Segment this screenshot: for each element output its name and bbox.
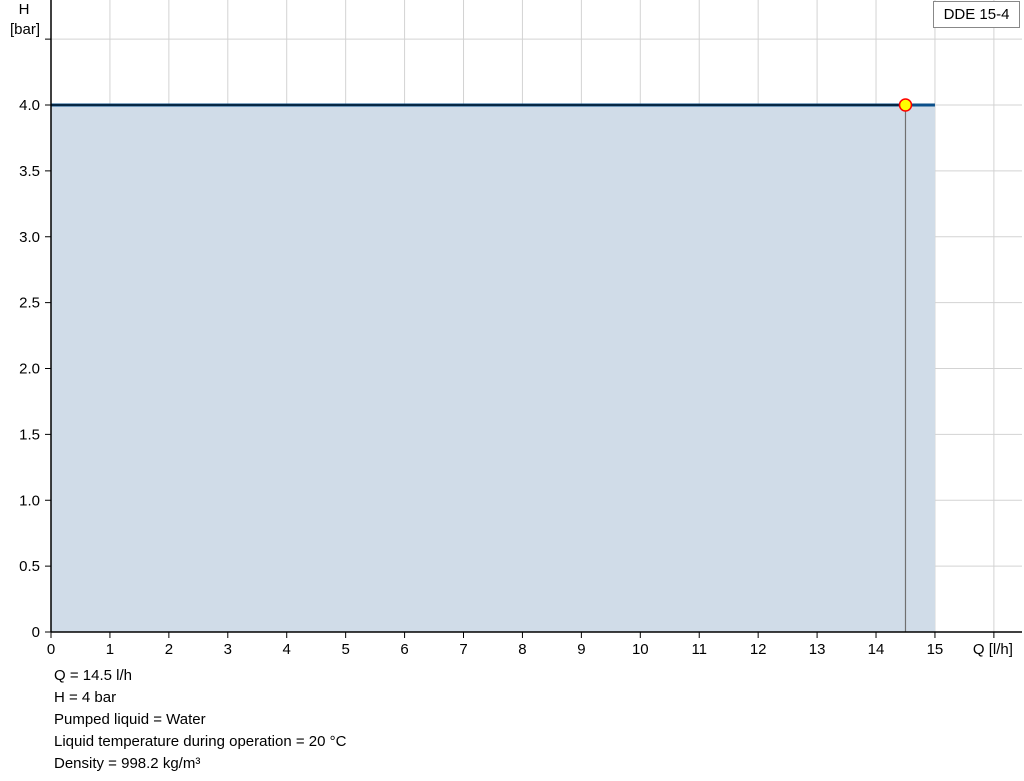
y-tick-label: 0.5	[19, 558, 40, 575]
legend: DDE 15-4	[933, 1, 1020, 28]
x-axis-label: Q [l/h]	[973, 641, 1013, 658]
x-tick-label: 14	[868, 641, 885, 658]
x-tick-label: 8	[518, 641, 526, 658]
x-tick-label: 6	[400, 641, 408, 658]
x-tick-label: 12	[750, 641, 767, 658]
y-axis-label: H	[19, 1, 30, 18]
info-head: H = 4 bar	[54, 689, 117, 706]
x-tick-label: 1	[106, 641, 114, 658]
y-axis-unit: [bar]	[10, 21, 40, 38]
x-tick-label: 5	[341, 641, 349, 658]
info-temperature: Liquid temperature during operation = 20…	[54, 733, 347, 750]
x-tick-label: 7	[459, 641, 467, 658]
y-tick-label: 2.0	[19, 361, 40, 378]
info-flow: Q = 14.5 l/h	[54, 667, 132, 684]
info-density: Density = 998.2 kg/m³	[54, 755, 201, 772]
y-tick-label: 1.0	[19, 492, 40, 509]
x-tick-label: 4	[283, 641, 291, 658]
x-tick-label: 3	[224, 641, 232, 658]
x-tick-label: 15	[927, 641, 944, 658]
y-tick-label: 1.5	[19, 426, 40, 443]
operating-point	[898, 98, 913, 112]
info-liquid: Pumped liquid = Water	[54, 711, 206, 728]
curve-area	[51, 105, 935, 632]
y-tick-label: 0	[32, 624, 40, 641]
legend-entry: DDE 15-4	[943, 6, 1010, 23]
y-tick-label: 4.0	[19, 97, 40, 114]
y-tick-label: 2.5	[19, 295, 40, 312]
y-tick-label: 3.0	[19, 229, 40, 246]
operating-info: Q = 14.5 l/h H = 4 bar Pumped liquid = W…	[54, 665, 346, 775]
x-tick-label: 2	[165, 641, 173, 658]
x-tick-label: 11	[691, 641, 707, 658]
x-tick-label: 0	[47, 641, 55, 658]
x-tick-label: 13	[809, 641, 826, 658]
y-tick-label: 3.5	[19, 163, 40, 180]
x-tick-label: 9	[577, 641, 585, 658]
x-tick-label: 10	[632, 641, 649, 658]
